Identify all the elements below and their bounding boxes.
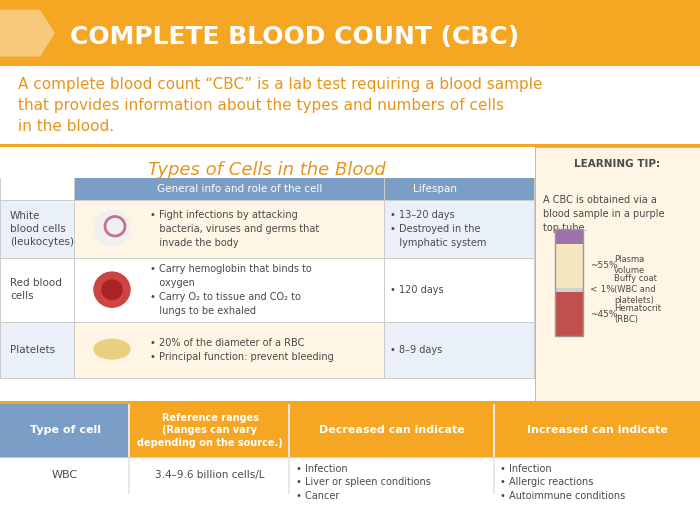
Text: WBC: WBC	[52, 470, 78, 480]
Text: • Infection
• Liver or spleen conditions
• Cancer: • Infection • Liver or spleen conditions…	[296, 464, 431, 500]
Text: A CBC is obtained via a
blood sample in a purple
top tube.: A CBC is obtained via a blood sample in …	[543, 195, 664, 233]
Bar	[0, 457, 700, 494]
Bar	[495, 404, 700, 457]
Bar	[75, 322, 385, 378]
Bar	[0, 178, 1, 378]
Bar	[0, 322, 75, 378]
Text: Decreased can indicate: Decreased can indicate	[319, 425, 465, 435]
Text: • 120 days: • 120 days	[390, 284, 444, 295]
Bar	[0, 66, 700, 144]
Text: White
blood cells
(leukocytes): White blood cells (leukocytes)	[10, 211, 74, 247]
Bar	[0, 200, 535, 201]
Text: General info and role of the cell: General info and role of the cell	[158, 184, 323, 194]
Text: A complete blood count “CBC” is a lab test requiring a blood sample
that provide: A complete blood count “CBC” is a lab te…	[18, 77, 542, 134]
Text: Increased can indicate: Increased can indicate	[526, 425, 667, 435]
Bar	[75, 178, 535, 200]
Bar	[0, 322, 535, 323]
Bar	[0, 147, 535, 401]
Text: • Infection
• Allergic reactions
• Autoimmune conditions: • Infection • Allergic reactions • Autoi…	[500, 464, 625, 500]
Bar	[555, 229, 583, 337]
Circle shape	[94, 211, 130, 246]
Ellipse shape	[94, 339, 130, 359]
Bar	[555, 229, 583, 244]
Bar	[0, 378, 535, 379]
Bar	[288, 404, 290, 494]
Bar	[0, 401, 700, 404]
Bar	[493, 404, 495, 494]
Text: Plasma
volume: Plasma volume	[614, 255, 645, 275]
Text: Red blood
cells: Red blood cells	[10, 278, 62, 301]
Text: ~45%: ~45%	[590, 310, 617, 318]
Text: • Carry hemoglobin that binds to
   oxygen
• Carry O₂ to tissue and CO₂ to
   lu: • Carry hemoglobin that binds to oxygen …	[150, 264, 312, 316]
Text: • 13–20 days
• Destroyed in the
   lymphatic system: • 13–20 days • Destroyed in the lymphati…	[390, 210, 486, 248]
Bar	[0, 0, 700, 66]
Bar	[384, 178, 385, 378]
Bar	[0, 200, 75, 259]
Circle shape	[102, 280, 122, 300]
Bar	[385, 200, 535, 259]
Bar	[555, 292, 583, 337]
Bar	[555, 244, 583, 287]
Bar	[128, 404, 130, 494]
Text: Type of cell: Type of cell	[29, 425, 101, 435]
Text: • Fight infections by attacking
   bacteria, viruses and germs that
   invade th: • Fight infections by attacking bacteria…	[150, 210, 319, 248]
Bar	[75, 200, 385, 259]
Text: • 8–9 days: • 8–9 days	[390, 345, 442, 355]
Bar	[0, 259, 75, 322]
Polygon shape	[0, 10, 55, 57]
Text: < 1%: < 1%	[590, 285, 615, 294]
Circle shape	[94, 272, 130, 307]
Text: Lifespan: Lifespan	[413, 184, 457, 194]
Bar	[0, 457, 700, 458]
Bar	[74, 178, 75, 378]
Text: 3.4–9.6 billion cells/L: 3.4–9.6 billion cells/L	[155, 470, 265, 480]
Bar	[555, 287, 583, 292]
Text: Hematocrit
(RBC): Hematocrit (RBC)	[614, 304, 661, 324]
Bar	[0, 144, 700, 147]
Bar	[535, 147, 700, 401]
Text: Types of Cells in the Blood: Types of Cells in the Blood	[148, 161, 386, 178]
Bar	[385, 259, 535, 322]
Text: Platelets: Platelets	[10, 345, 55, 355]
Bar	[0, 259, 535, 260]
Text: ~55%: ~55%	[590, 261, 617, 270]
Bar	[0, 404, 700, 494]
Bar	[75, 259, 385, 322]
Text: Buffy coat
(WBC and
platelets): Buffy coat (WBC and platelets)	[614, 274, 657, 305]
Text: Reference ranges
(Ranges can vary
depending on the source.): Reference ranges (Ranges can vary depend…	[137, 413, 283, 448]
Bar	[130, 404, 290, 457]
Text: COMPLETE BLOOD COUNT (CBC): COMPLETE BLOOD COUNT (CBC)	[70, 25, 519, 49]
Text: • 20% of the diameter of a RBC
• Principal function: prevent bleeding: • 20% of the diameter of a RBC • Princip…	[150, 338, 334, 362]
Bar	[534, 178, 535, 378]
Bar	[385, 322, 535, 378]
Text: LEARNING TIP:: LEARNING TIP:	[574, 159, 660, 169]
Bar	[0, 404, 130, 457]
Bar	[290, 404, 495, 457]
